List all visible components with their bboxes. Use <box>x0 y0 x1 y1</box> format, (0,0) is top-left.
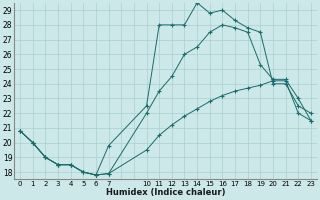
X-axis label: Humidex (Indice chaleur): Humidex (Indice chaleur) <box>106 188 225 197</box>
